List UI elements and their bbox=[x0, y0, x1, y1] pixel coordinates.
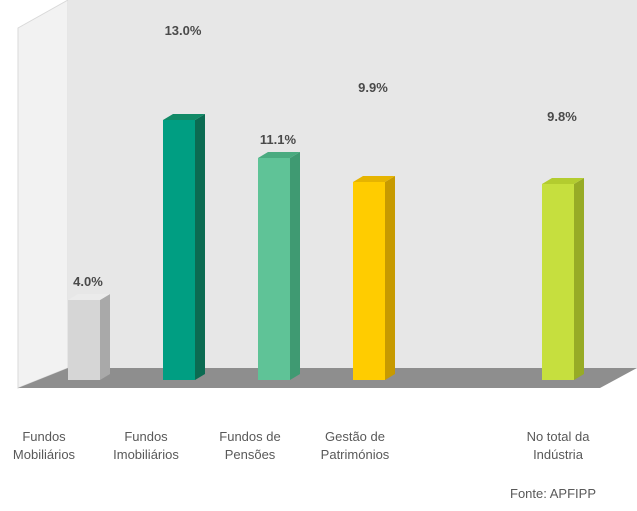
value-label: 9.8% bbox=[547, 109, 577, 124]
bar-top bbox=[163, 114, 205, 120]
bar-top bbox=[258, 152, 300, 158]
bar-top bbox=[542, 178, 584, 184]
value-label: 13.0% bbox=[165, 23, 202, 38]
bar-front bbox=[68, 300, 100, 380]
bar-3 bbox=[353, 176, 395, 380]
bar-0 bbox=[68, 294, 110, 380]
category-label: Imobiliários bbox=[113, 447, 179, 462]
category-label: Gestão de bbox=[325, 429, 385, 444]
bar-side bbox=[385, 176, 395, 380]
chart-left-wall bbox=[17, 0, 69, 389]
value-labels-group: 4.0% 13.0% 11.1% 9.9% 9.8% bbox=[73, 23, 577, 289]
chart-back-wall bbox=[68, 0, 637, 368]
category-label: Patrimónios bbox=[321, 447, 390, 462]
bar-side bbox=[195, 114, 205, 380]
bar-side bbox=[100, 294, 110, 380]
bar-side bbox=[290, 152, 300, 380]
bar-front bbox=[163, 120, 195, 380]
bar-front bbox=[542, 184, 574, 380]
source-note: Fonte: APFIPP bbox=[510, 486, 596, 501]
bars-group bbox=[68, 114, 584, 380]
value-label: 9.9% bbox=[358, 80, 388, 95]
bar-side bbox=[574, 178, 584, 380]
bar-top bbox=[353, 176, 395, 182]
bar-top bbox=[68, 294, 110, 300]
bar-front bbox=[258, 158, 290, 380]
category-label: Fundos bbox=[22, 429, 66, 444]
category-label: Pensões bbox=[225, 447, 276, 462]
category-label: Fundos bbox=[124, 429, 168, 444]
bar-4 bbox=[542, 178, 584, 380]
bar-front bbox=[353, 182, 385, 380]
category-label: Fundos de bbox=[219, 429, 280, 444]
category-labels-group: Fundos Mobiliários Fundos Imobiliários Fundo… bbox=[13, 429, 590, 462]
value-label: 4.0% bbox=[73, 274, 103, 289]
category-label: No total da bbox=[527, 429, 591, 444]
category-label: Mobiliários bbox=[13, 447, 76, 462]
bar-2 bbox=[258, 152, 300, 380]
category-label: Indústria bbox=[533, 447, 584, 462]
bar-1 bbox=[163, 114, 205, 380]
value-label: 11.1% bbox=[260, 132, 297, 147]
